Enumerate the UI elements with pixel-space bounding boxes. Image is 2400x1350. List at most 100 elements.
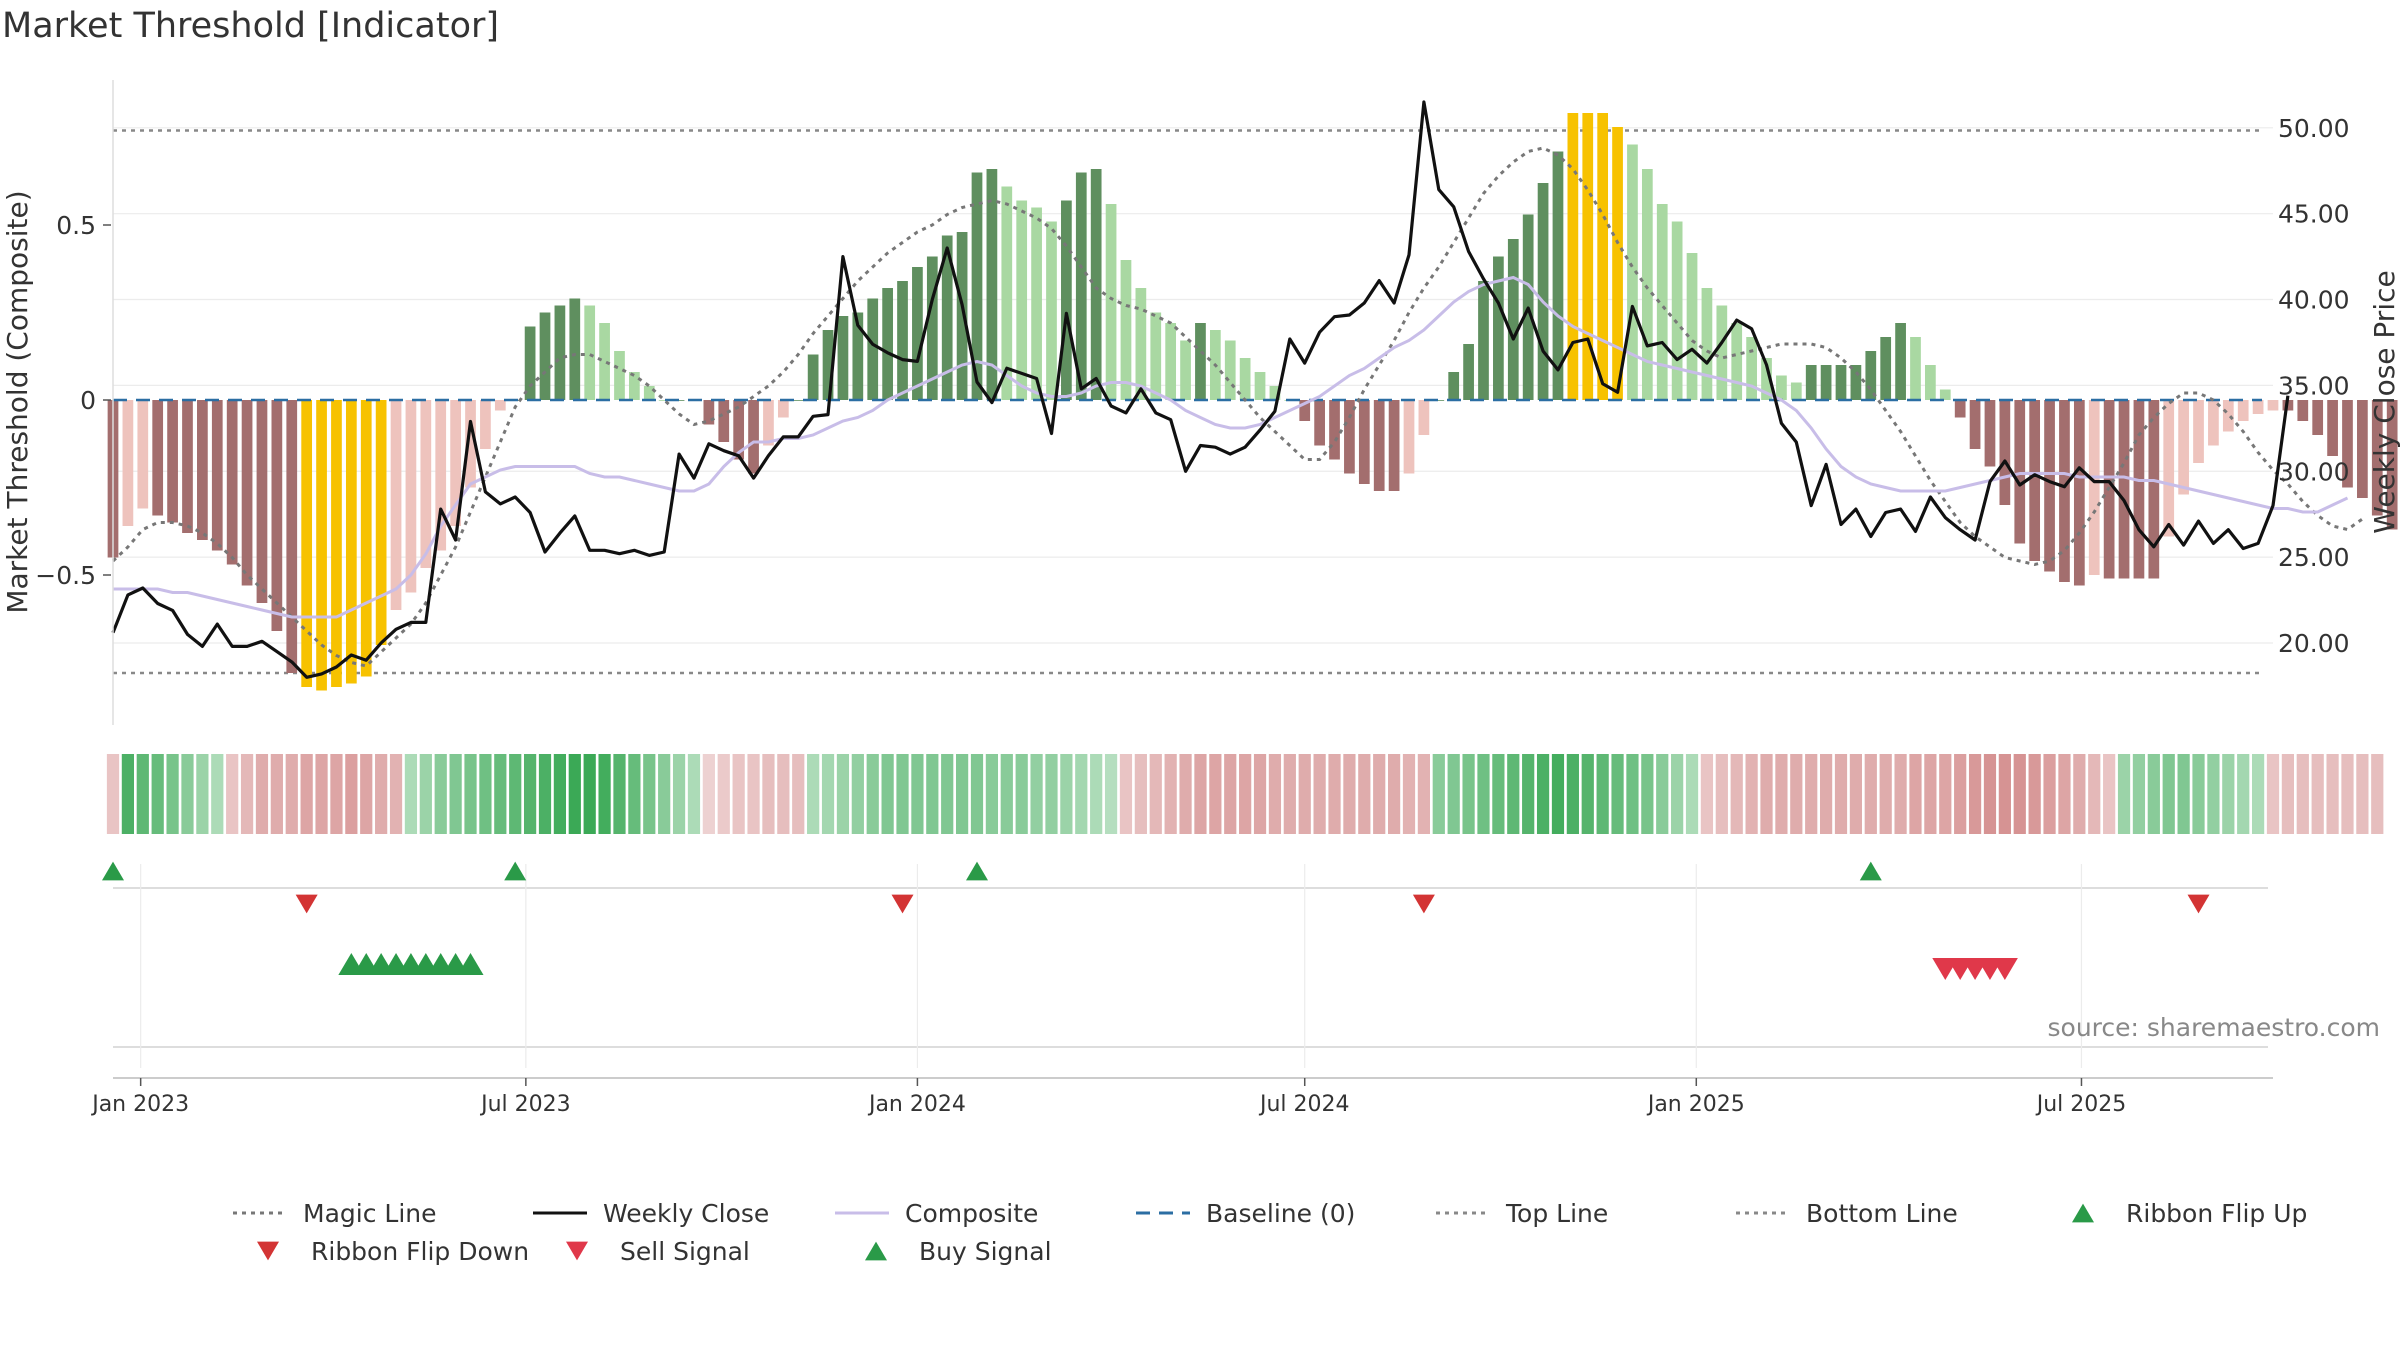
- ribbon-cell: [970, 754, 984, 834]
- ribbon-cell: [1268, 754, 1282, 834]
- right-tick-label: 35.00: [2278, 371, 2350, 400]
- composite-bar: [2252, 400, 2264, 414]
- ribbon-cell: [1611, 754, 1624, 834]
- ribbon-cell: [419, 754, 432, 834]
- composite-bar: [2178, 400, 2189, 495]
- composite-bar: [1001, 186, 1013, 400]
- legend-item-weekly-close: Weekly Close: [531, 1196, 769, 1230]
- ribbon-cell: [1015, 754, 1028, 834]
- legend: Magic Line Weekly Close Composite Baseline …: [0, 1196, 2400, 1296]
- ribbon-cell: [1671, 754, 1684, 834]
- ribbon-cell: [196, 754, 209, 834]
- ribbon-cell: [1566, 754, 1579, 834]
- ribbon-cell: [1894, 754, 1907, 834]
- composite-bar: [1835, 365, 1847, 400]
- composite-bar: [1195, 323, 1206, 400]
- ribbon-cell: [211, 754, 224, 834]
- composite-bar: [2118, 400, 2130, 579]
- legend-swatch: [533, 1211, 587, 1215]
- x-tick-label: Jul 2025: [2035, 1092, 2127, 1117]
- ribbon-cell: [1239, 754, 1252, 834]
- ribbon-cell: [762, 754, 775, 834]
- x-tick-label: Jul 2023: [479, 1092, 571, 1117]
- ribbon-cell: [2073, 754, 2086, 834]
- composite-bar: [182, 400, 193, 533]
- ribbon-cell: [807, 754, 820, 834]
- ribbon-cell: [658, 754, 671, 834]
- composite-bar: [1999, 400, 2011, 505]
- x-tick-label: Jan 2023: [90, 1092, 189, 1117]
- ribbon-cell: [1075, 754, 1088, 834]
- ribbon-cell: [1090, 754, 1103, 834]
- composite-bar: [1686, 253, 1698, 400]
- composite-bar: [197, 400, 208, 540]
- ribbon-cell: [1149, 754, 1162, 834]
- composite-bar: [1448, 372, 1460, 400]
- ribbon-cell: [2013, 754, 2026, 834]
- composite-bar: [1418, 400, 1430, 435]
- ribbon-cell: [1745, 754, 1758, 834]
- ribbon-cell: [1596, 754, 1609, 834]
- ribbon-cell: [2192, 754, 2205, 834]
- composite-bar: [1329, 400, 1340, 460]
- composite-bar: [1790, 382, 1802, 400]
- composite-bar: [345, 400, 357, 684]
- composite-bar: [852, 312, 864, 400]
- ribbon-cell: [270, 754, 283, 834]
- ribbon-cell: [583, 754, 596, 834]
- legend-label: Weekly Close: [603, 1198, 770, 1228]
- ribbon-cell: [911, 754, 924, 834]
- legend-item-baseline-0: Baseline (0): [1134, 1196, 1355, 1230]
- composite-bar: [748, 400, 759, 474]
- ribbon-cell: [479, 754, 492, 834]
- ribbon-cell: [494, 754, 507, 834]
- composite-bar: [375, 400, 387, 645]
- ribbon-cell: [1417, 754, 1431, 834]
- composite-bar: [524, 326, 536, 400]
- composite-bar: [211, 400, 223, 551]
- composite-bar: [912, 267, 923, 400]
- ribbon-cell: [1626, 754, 1639, 834]
- composite-bar: [435, 400, 447, 551]
- ribbon-cell: [1730, 754, 1743, 834]
- ribbon-cell: [2043, 754, 2056, 834]
- ribbon-cell: [1194, 754, 1207, 834]
- composite-bar: [599, 323, 610, 400]
- composite-bar: [1493, 256, 1504, 400]
- composite-bar: [1433, 400, 1445, 401]
- ribbon-cell: [568, 754, 581, 834]
- right-tick-label: 50.00: [2278, 114, 2350, 143]
- ribbon-cell: [1447, 754, 1460, 834]
- ribbon-cell: [613, 754, 626, 834]
- ribbon-cell: [2117, 754, 2131, 834]
- grid-layer: [113, 127, 2273, 1079]
- composite-bar: [614, 351, 625, 400]
- ribbon-cell: [1224, 754, 1237, 834]
- ribbon-cell: [2237, 754, 2250, 834]
- ribbon-cell: [702, 754, 715, 834]
- composite-bar: [1105, 204, 1117, 400]
- composite-bar: [2133, 400, 2145, 579]
- ribbon-cell: [1313, 754, 1326, 834]
- composite-bar: [882, 288, 893, 400]
- composite-bar: [629, 372, 640, 400]
- composite-bar: [2342, 400, 2353, 488]
- ribbon-cell: [2371, 754, 2384, 834]
- ribbon-cell: [2207, 754, 2220, 834]
- composite-bar: [316, 400, 327, 691]
- ribbon-cell: [1760, 754, 1773, 834]
- ribbon-cell: [1045, 754, 1058, 834]
- composite-bar: [2267, 400, 2279, 411]
- composite-bar: [1373, 400, 1385, 491]
- ribbon-cell: [389, 754, 403, 834]
- ribbon-cell: [404, 754, 418, 834]
- ribbon-cell: [1119, 754, 1133, 834]
- ribbon-cell: [1522, 754, 1535, 834]
- ribbon-cell: [1849, 754, 1863, 834]
- composite-bar: [897, 281, 908, 400]
- left-axis-label: Market Threshold (Composite): [1, 190, 34, 613]
- ribbon-cell: [1879, 754, 1892, 834]
- composite-bar: [673, 400, 685, 401]
- x-tick-label: Jan 2025: [1646, 1092, 1745, 1117]
- ribbon-cell: [538, 754, 552, 834]
